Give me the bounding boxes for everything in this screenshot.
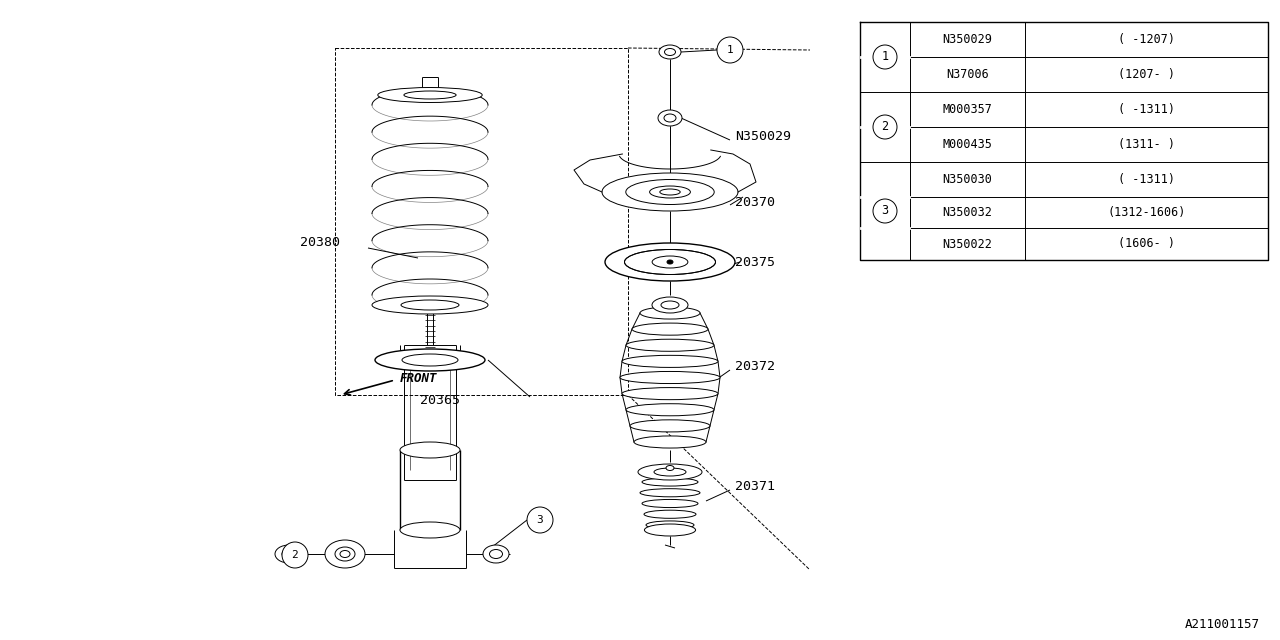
Ellipse shape <box>640 307 700 319</box>
Ellipse shape <box>622 388 718 399</box>
Text: N37006: N37006 <box>946 68 989 81</box>
Circle shape <box>717 37 742 63</box>
Ellipse shape <box>325 540 365 568</box>
Circle shape <box>873 199 897 223</box>
Text: ( -1311): ( -1311) <box>1117 173 1175 186</box>
Ellipse shape <box>643 478 698 486</box>
Text: N350030: N350030 <box>942 173 992 186</box>
Text: 20372: 20372 <box>735 360 774 374</box>
Ellipse shape <box>659 45 681 59</box>
Ellipse shape <box>632 323 708 335</box>
Ellipse shape <box>634 436 707 448</box>
Ellipse shape <box>646 521 694 529</box>
Text: (1207- ): (1207- ) <box>1117 68 1175 81</box>
Circle shape <box>873 115 897 139</box>
Text: 20370: 20370 <box>735 195 774 209</box>
Ellipse shape <box>626 339 714 351</box>
Ellipse shape <box>637 464 701 480</box>
Text: 20365: 20365 <box>420 394 460 406</box>
Text: 20375: 20375 <box>735 255 774 269</box>
Ellipse shape <box>622 355 718 367</box>
Text: M000435: M000435 <box>942 138 992 151</box>
Ellipse shape <box>375 349 485 371</box>
Ellipse shape <box>644 524 695 536</box>
Text: 2: 2 <box>882 120 888 134</box>
Text: ( -1311): ( -1311) <box>1117 103 1175 116</box>
Ellipse shape <box>626 404 714 416</box>
Text: (1312-1606): (1312-1606) <box>1107 206 1185 219</box>
Circle shape <box>282 542 308 568</box>
Text: 1: 1 <box>882 51 888 63</box>
Ellipse shape <box>372 296 488 314</box>
Ellipse shape <box>483 545 509 563</box>
Ellipse shape <box>378 88 483 102</box>
Text: M000357: M000357 <box>942 103 992 116</box>
Text: 3: 3 <box>536 515 544 525</box>
Circle shape <box>873 45 897 69</box>
Ellipse shape <box>625 250 716 275</box>
Ellipse shape <box>605 243 735 281</box>
Text: ( -1207): ( -1207) <box>1117 33 1175 46</box>
Ellipse shape <box>275 545 303 563</box>
Text: (1311- ): (1311- ) <box>1117 138 1175 151</box>
Text: FRONT: FRONT <box>399 371 438 385</box>
Ellipse shape <box>666 465 675 470</box>
Ellipse shape <box>667 260 673 264</box>
Ellipse shape <box>640 489 700 497</box>
Ellipse shape <box>630 420 710 432</box>
Text: N350029: N350029 <box>735 131 791 143</box>
Ellipse shape <box>399 442 460 458</box>
Text: (1606- ): (1606- ) <box>1117 237 1175 250</box>
Text: 20371: 20371 <box>735 481 774 493</box>
Text: 3: 3 <box>882 205 888 218</box>
Text: 20380: 20380 <box>300 237 340 250</box>
Text: 1: 1 <box>727 45 733 55</box>
Text: N350032: N350032 <box>942 206 992 219</box>
Ellipse shape <box>335 547 355 561</box>
Ellipse shape <box>602 173 739 211</box>
Ellipse shape <box>652 297 689 313</box>
Text: N350022: N350022 <box>942 237 992 250</box>
Text: 2: 2 <box>292 550 298 560</box>
Circle shape <box>527 507 553 533</box>
Ellipse shape <box>643 499 698 508</box>
Text: N350029: N350029 <box>942 33 992 46</box>
Text: A211001157: A211001157 <box>1185 618 1260 632</box>
Ellipse shape <box>620 371 719 383</box>
Ellipse shape <box>644 510 696 518</box>
Ellipse shape <box>399 522 460 538</box>
Ellipse shape <box>658 110 682 126</box>
